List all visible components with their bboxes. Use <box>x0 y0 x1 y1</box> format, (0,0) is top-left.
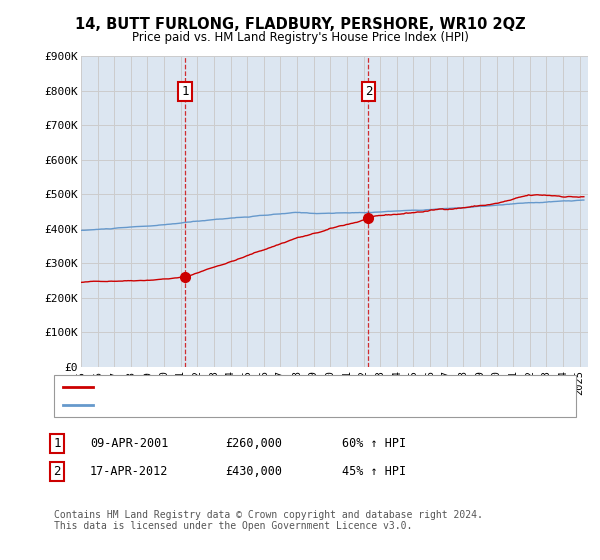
Text: 2: 2 <box>365 85 372 98</box>
Bar <box>185 56 368 367</box>
Text: 1: 1 <box>181 85 189 98</box>
Text: Contains HM Land Registry data © Crown copyright and database right 2024.
This d: Contains HM Land Registry data © Crown c… <box>54 510 483 531</box>
Text: £260,000: £260,000 <box>225 437 282 450</box>
Text: 2: 2 <box>53 465 61 478</box>
Text: Price paid vs. HM Land Registry's House Price Index (HPI): Price paid vs. HM Land Registry's House … <box>131 31 469 44</box>
Text: 17-APR-2012: 17-APR-2012 <box>90 465 169 478</box>
Text: HPI: Average price, detached house, Wychavon: HPI: Average price, detached house, Wych… <box>99 400 374 410</box>
Text: 14, BUTT FURLONG, FLADBURY, PERSHORE, WR10 2QZ (detached house): 14, BUTT FURLONG, FLADBURY, PERSHORE, WR… <box>99 382 493 392</box>
Text: 09-APR-2001: 09-APR-2001 <box>90 437 169 450</box>
Text: 14, BUTT FURLONG, FLADBURY, PERSHORE, WR10 2QZ: 14, BUTT FURLONG, FLADBURY, PERSHORE, WR… <box>74 17 526 32</box>
Text: £430,000: £430,000 <box>225 465 282 478</box>
Text: 45% ↑ HPI: 45% ↑ HPI <box>342 465 406 478</box>
Text: 60% ↑ HPI: 60% ↑ HPI <box>342 437 406 450</box>
Text: 1: 1 <box>53 437 61 450</box>
